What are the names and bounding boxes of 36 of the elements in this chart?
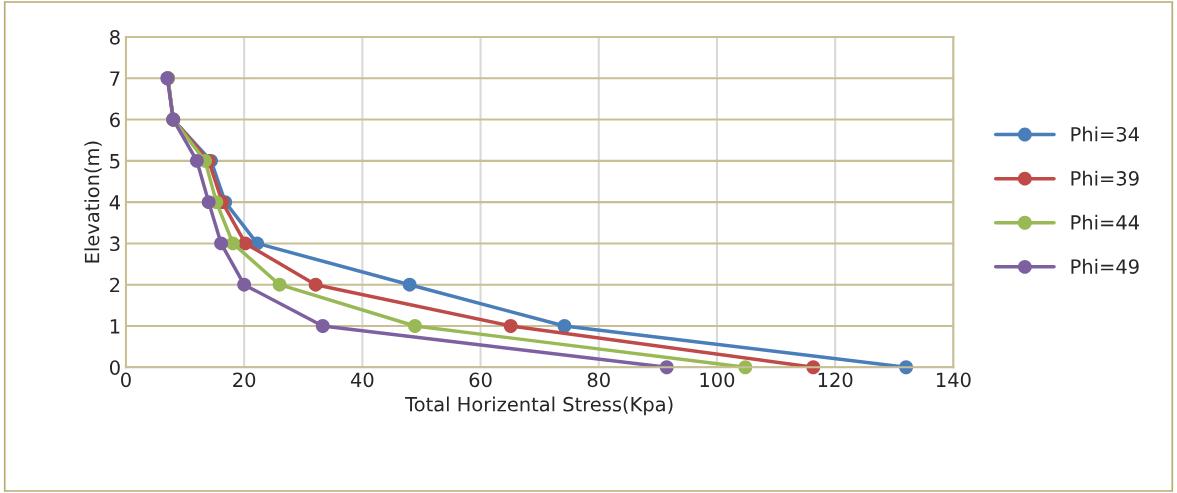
y-tick-label: 3 (110, 236, 120, 252)
x-tick-label: 100 (700, 372, 735, 388)
y-tick-label: 6 (110, 112, 120, 128)
point (272, 277, 287, 292)
x-tick-label: 140 (936, 372, 971, 388)
point (225, 236, 240, 251)
y-tick-label: 8 (110, 29, 120, 45)
point (557, 319, 572, 333)
point (503, 319, 518, 333)
y-tick-label: 7 (110, 71, 120, 86)
point (201, 195, 216, 210)
x-tick-label: 40 (350, 372, 374, 388)
x-axis-title: Total Horizental Stress(Kpa) (405, 396, 673, 416)
legend-label: Phi=39 (1071, 170, 1139, 186)
x-tick-label: 20 (233, 372, 256, 388)
y-axis-title: Elevation(m) (84, 141, 102, 263)
legend-label: Phi=49 (1071, 258, 1139, 274)
x-tick-label: 60 (469, 372, 492, 388)
point (189, 153, 204, 168)
legend-label: Phi=44 (1071, 214, 1139, 230)
point (238, 236, 253, 251)
point (308, 277, 323, 292)
point (402, 277, 417, 292)
y-tick-label: 1 (110, 319, 120, 334)
y-tick-label: 2 (110, 277, 120, 293)
x-tick-label: 80 (587, 372, 610, 388)
x-tick-label: 120 (818, 372, 853, 388)
point (408, 319, 422, 333)
y-tick-label: 0 (109, 360, 120, 375)
x-tick-label: 0 (121, 372, 131, 388)
y-tick-label: 5 (110, 154, 120, 169)
point (237, 277, 252, 292)
point (315, 319, 330, 333)
point (214, 236, 229, 251)
legend-label: Phi=34 (1071, 126, 1139, 142)
y-tick-label: 4 (109, 195, 120, 210)
